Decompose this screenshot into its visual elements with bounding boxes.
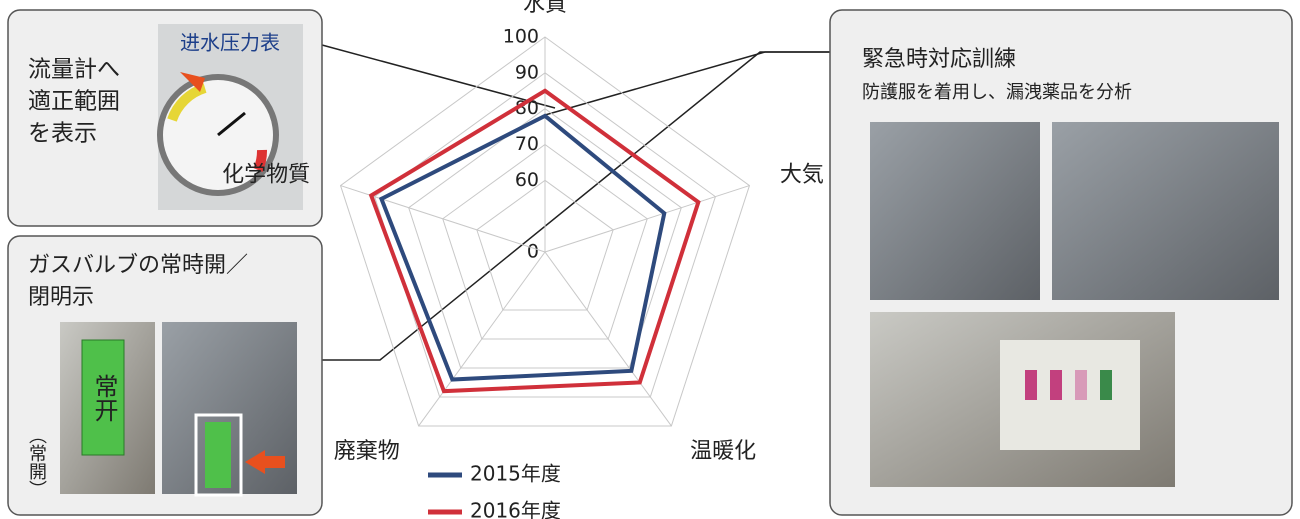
grid-ring bbox=[408, 108, 682, 369]
callout-line bbox=[321, 44, 556, 109]
gauge-needle bbox=[217, 111, 246, 137]
swatch bbox=[1050, 370, 1062, 400]
legend-label: 2016年度 bbox=[470, 499, 561, 519]
r-tick-label: 60 bbox=[515, 169, 539, 191]
tag-text: 常开 bbox=[90, 374, 118, 422]
spoke bbox=[544, 251, 672, 427]
arrow bbox=[180, 72, 205, 92]
legend-label: 2015年度 bbox=[470, 462, 561, 486]
tag bbox=[205, 422, 231, 488]
panel-text: 閉明示 bbox=[28, 285, 94, 310]
r-tick-label: 80 bbox=[515, 97, 539, 119]
spoke bbox=[544, 185, 750, 253]
series-line bbox=[368, 88, 701, 394]
r-tick-label: 100 bbox=[503, 26, 539, 48]
swatch bbox=[1075, 370, 1087, 400]
photo-sign: 进水压力表 bbox=[180, 31, 280, 55]
photo bbox=[1052, 122, 1279, 300]
series-line bbox=[378, 113, 667, 382]
photo bbox=[870, 122, 1040, 300]
panel-subtitle: 防護服を着用し、漏洩薬品を分析 bbox=[862, 82, 1132, 103]
panel-text: を表示 bbox=[28, 121, 97, 147]
grid-ring bbox=[476, 179, 614, 311]
test-card bbox=[1000, 340, 1140, 450]
grid-ring bbox=[339, 36, 751, 427]
panel-note: （常開） bbox=[26, 426, 47, 498]
spoke bbox=[418, 251, 546, 427]
panel-text: 流量計へ bbox=[28, 57, 120, 83]
category-label: 化学物質 bbox=[222, 163, 310, 188]
swatch bbox=[1025, 370, 1037, 400]
panel-text: ガスバルブの常時開／ bbox=[28, 253, 248, 278]
spoke bbox=[340, 185, 546, 253]
callout-line bbox=[322, 51, 830, 361]
category-label: 水質 bbox=[523, 0, 567, 17]
swatch bbox=[1100, 370, 1112, 400]
panel-text: 適正範囲 bbox=[28, 89, 120, 115]
grid-ring bbox=[442, 143, 648, 340]
r-tick-label: 0 bbox=[527, 241, 539, 263]
category-label: 廃棄物 bbox=[334, 439, 400, 464]
tag bbox=[81, 339, 125, 456]
panel-title: 緊急時対応訓練 bbox=[862, 47, 1016, 72]
arrow bbox=[245, 450, 285, 474]
gauge-band bbox=[253, 149, 267, 172]
r-tick-label: 90 bbox=[515, 61, 539, 83]
highlight bbox=[194, 413, 243, 497]
category-label: 大気 bbox=[780, 163, 824, 188]
category-label: 温暖化 bbox=[690, 439, 756, 464]
callout-line bbox=[544, 51, 830, 116]
r-tick-label: 70 bbox=[515, 133, 539, 155]
